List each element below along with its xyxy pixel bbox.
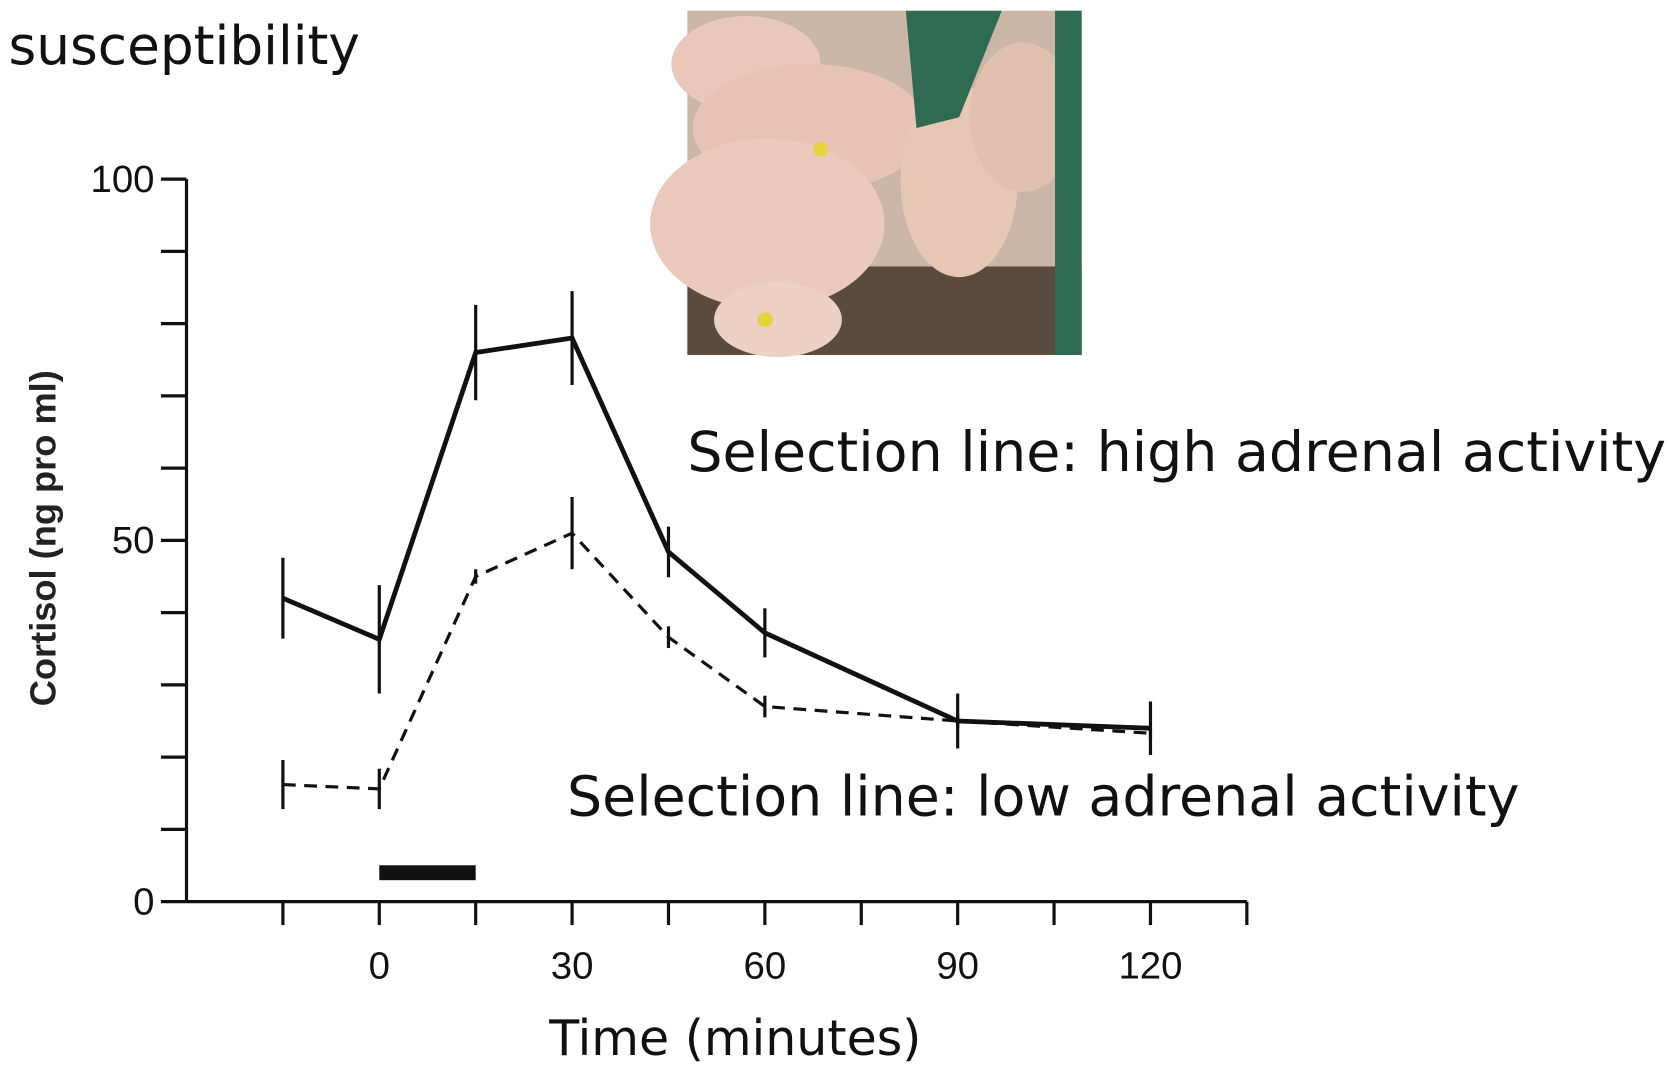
x-axis-label: Time (minutes) xyxy=(548,1009,921,1067)
x-tick-label: 90 xyxy=(936,944,979,987)
y-tick-label: 0 xyxy=(133,880,154,923)
photo xyxy=(650,10,1082,358)
stimulus-bar xyxy=(379,865,476,881)
x-tick-label: 60 xyxy=(744,944,787,987)
x-tick-label: 0 xyxy=(369,944,390,987)
x-tick-label: 120 xyxy=(1118,944,1182,987)
y-tick-label: 100 xyxy=(91,158,155,201)
y-axis-label: Cortisol (ng pro ml) xyxy=(22,370,63,706)
series-line xyxy=(282,531,1151,791)
title: susceptibility xyxy=(9,15,360,77)
series-line xyxy=(281,335,1151,731)
y-tick-label: 50 xyxy=(112,519,155,562)
series-label: Selection line: high adrenal activity xyxy=(687,421,1666,485)
x-tick-label: 30 xyxy=(551,944,594,987)
series-label: Selection line: low adrenal activity xyxy=(567,765,1520,829)
